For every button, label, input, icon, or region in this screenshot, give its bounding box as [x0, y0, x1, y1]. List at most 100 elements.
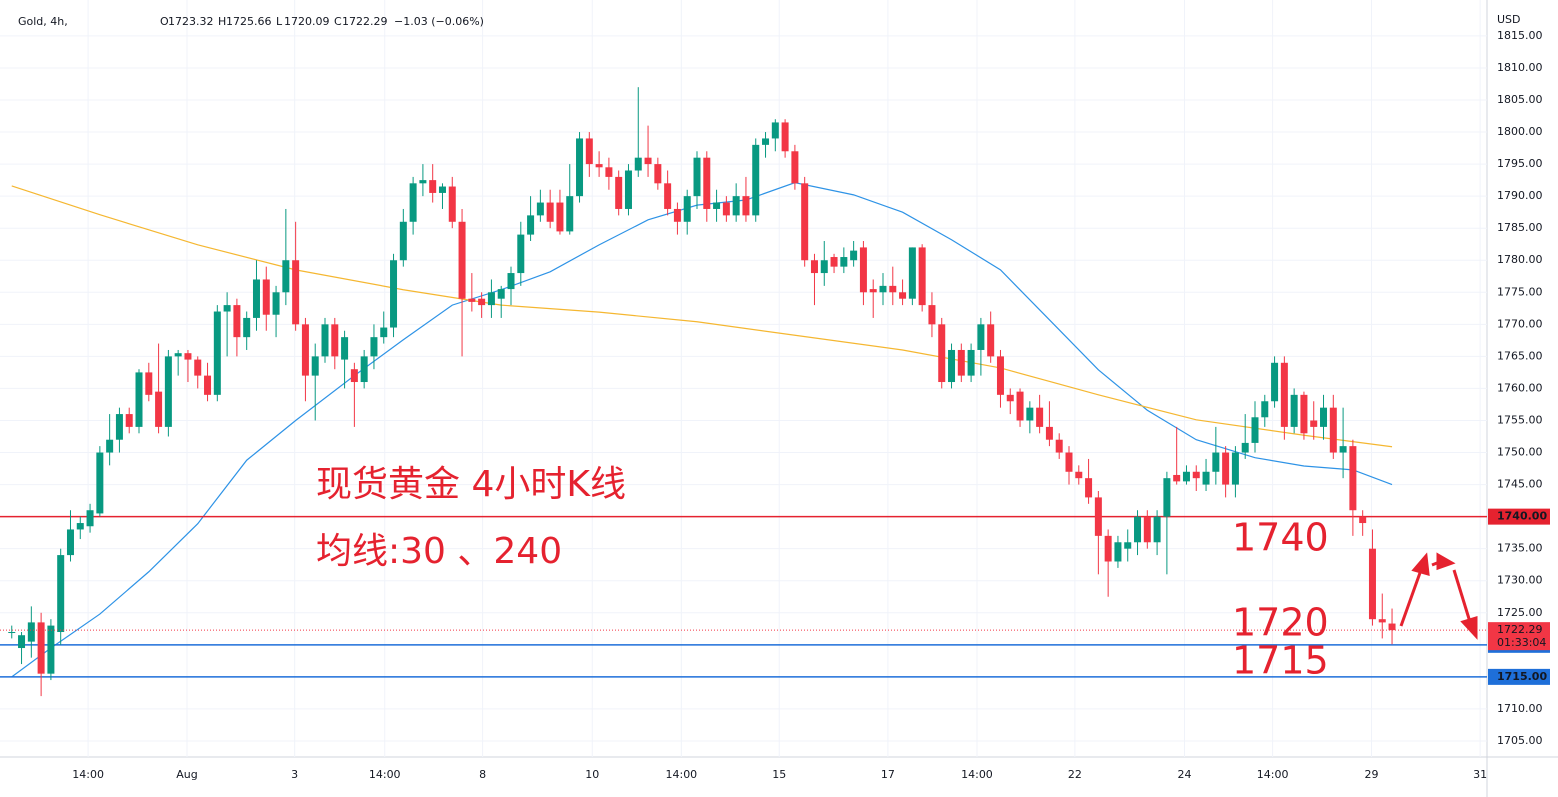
y-tick-label: 1750.00 [1497, 446, 1543, 459]
candle-body [223, 305, 231, 312]
candle-body [37, 622, 45, 674]
arrow-head [1411, 552, 1430, 577]
candle-body [762, 138, 770, 145]
candle-body [1271, 362, 1279, 402]
candle-body [634, 157, 642, 171]
level-label-box [1488, 668, 1550, 685]
candle-body [683, 196, 691, 222]
level-label-box [1488, 508, 1550, 525]
candle-body [576, 138, 584, 197]
candle-body [292, 260, 300, 325]
x-tick-label: 8 [479, 768, 486, 781]
candle-body [1202, 471, 1210, 485]
candle-body [164, 356, 172, 427]
candle-body [57, 555, 65, 633]
arrow-head [1436, 552, 1456, 571]
candle-body [840, 257, 848, 267]
candle-body [429, 180, 437, 193]
candle-body [1163, 478, 1171, 517]
ohlc-value: 1720.09 [284, 15, 330, 28]
candle-body [1173, 474, 1181, 482]
change: −1.03 (−0.06%) [394, 15, 484, 28]
arrow [1452, 569, 1472, 623]
candle-body [624, 170, 632, 209]
x-tick-label: 3 [291, 768, 298, 781]
candle-body [1368, 548, 1376, 620]
candle-body [47, 625, 55, 674]
candle-body [1153, 516, 1161, 543]
x-tick-label: 31 [1473, 768, 1487, 781]
candle-body [605, 167, 613, 177]
moving-average [11, 185, 1393, 448]
y-tick-label: 1780.00 [1497, 253, 1543, 266]
candle-body [546, 202, 554, 222]
last-price-label: 1722.29 [1497, 623, 1543, 636]
candle-body [1055, 439, 1063, 453]
candle-body [1212, 452, 1220, 472]
ohlc-key: O [160, 15, 169, 28]
candle-body [301, 324, 309, 376]
candle-body [1045, 426, 1053, 440]
candle-body [1143, 516, 1151, 543]
plot [0, 0, 1487, 757]
candle-body [233, 305, 241, 338]
x-tick-label: 14:00 [961, 768, 993, 781]
candle-body [987, 324, 995, 357]
annotation: 1715 [1232, 639, 1329, 683]
candle-body [1378, 619, 1386, 623]
currency: USD [1497, 13, 1521, 26]
y-tick-label: 1815.00 [1497, 29, 1543, 42]
candle-body [96, 452, 104, 514]
candle-body [820, 260, 828, 274]
candle-body [174, 353, 182, 357]
y-tick-label: 1760.00 [1497, 381, 1543, 394]
y-tick-label: 1775.00 [1497, 285, 1543, 298]
candle-body [311, 356, 319, 376]
candle-body [243, 317, 251, 338]
candle-body [1006, 394, 1014, 402]
y-tick-label: 1710.00 [1497, 702, 1543, 715]
y-tick-label: 1745.00 [1497, 478, 1543, 491]
candle-body [722, 202, 730, 216]
candle-body [527, 215, 535, 235]
candle-body [155, 391, 163, 427]
candle-body [204, 375, 212, 395]
candle-body [957, 349, 965, 376]
y-tick-label: 1725.00 [1497, 606, 1543, 619]
symbol: Gold, 4h, [18, 15, 68, 28]
candle-body [967, 349, 975, 376]
candle-body [282, 260, 290, 293]
candle-body [448, 186, 456, 222]
candle-body [1241, 442, 1249, 453]
candle-body [664, 183, 672, 209]
candle-body [390, 260, 398, 328]
arrow-head [1460, 615, 1478, 640]
candle-body [272, 292, 280, 315]
ohlc-value: 1722.29 [342, 15, 388, 28]
candle-body [66, 529, 74, 556]
candle-body [331, 324, 339, 357]
candle-body [771, 122, 779, 139]
candle-body [791, 151, 799, 184]
candle-body [928, 305, 936, 325]
candle-body [1094, 497, 1102, 536]
candle-body [585, 138, 593, 165]
candle-body [115, 414, 123, 440]
y-tick-label: 1790.00 [1497, 189, 1543, 202]
candle-body [360, 356, 368, 383]
candle-body [1192, 471, 1200, 479]
candle-body [213, 311, 221, 395]
level-label: 1740.00 [1497, 510, 1547, 523]
candle-body [1300, 394, 1308, 434]
candle-body [419, 180, 427, 184]
y-tick-label: 1770.00 [1497, 317, 1543, 330]
level-label: 1715.00 [1497, 670, 1547, 683]
candle-body [830, 257, 838, 267]
candle-body [899, 292, 907, 299]
candle-body [1280, 362, 1288, 427]
candle-body [889, 285, 897, 293]
ohlc-key: L [276, 15, 283, 28]
candle-body [487, 292, 495, 306]
